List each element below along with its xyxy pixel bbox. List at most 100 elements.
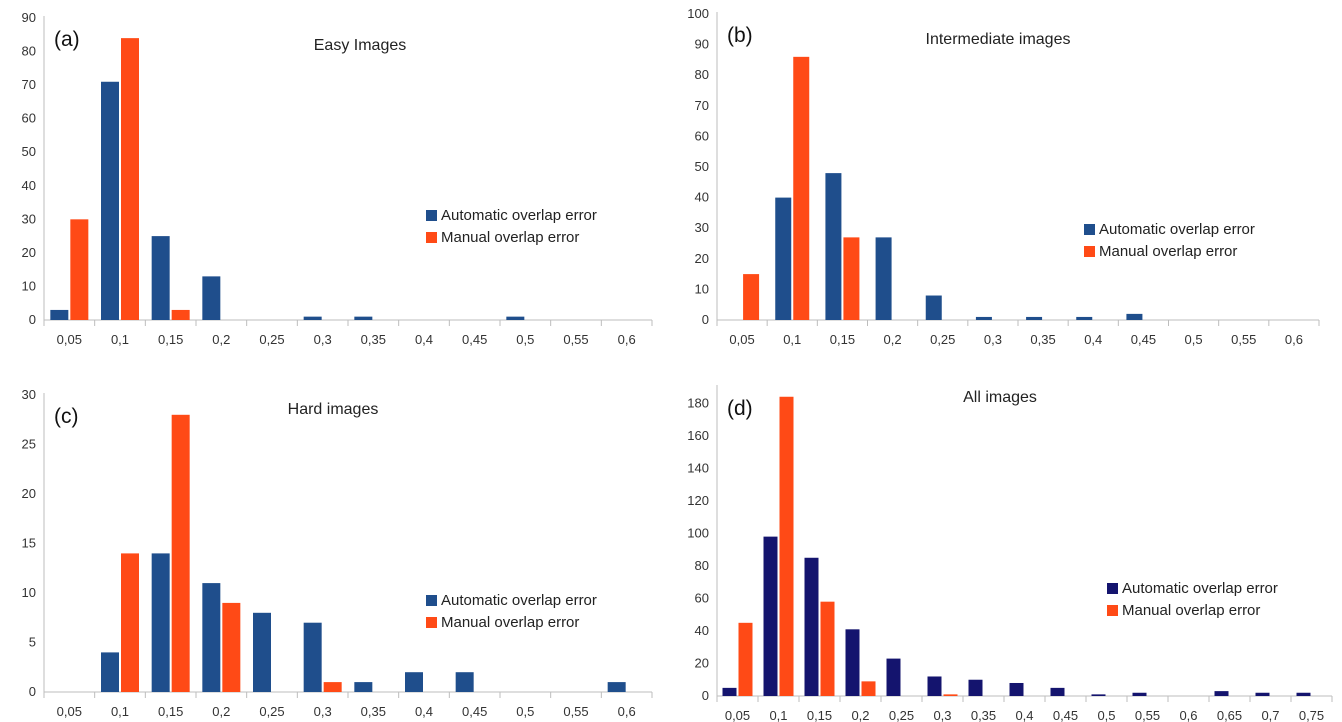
bar-automatic xyxy=(354,682,373,692)
x-tick-label: 0,6 xyxy=(1285,332,1303,347)
bar-automatic xyxy=(875,237,892,320)
bar-manual xyxy=(793,56,810,321)
legend-label: Automatic overlap error xyxy=(441,207,597,224)
x-tick-label: 0,2 xyxy=(851,708,869,722)
x-tick-label: 0,55 xyxy=(563,332,588,347)
y-tick-label: 60 xyxy=(695,590,709,605)
legend-swatch xyxy=(1084,224,1095,235)
bar-automatic xyxy=(202,583,221,692)
y-tick-label: 50 xyxy=(695,159,709,174)
legend-swatch xyxy=(426,232,437,243)
y-tick-label: 160 xyxy=(687,428,709,443)
x-tick-label: 0,5 xyxy=(516,704,534,719)
bar-automatic xyxy=(151,553,170,692)
legend-label: Automatic overlap error xyxy=(441,592,597,609)
bar-automatic xyxy=(607,682,626,692)
x-tick-label: 0,5 xyxy=(516,332,534,347)
y-tick-label: 140 xyxy=(687,460,709,475)
legend-swatch xyxy=(1084,246,1095,257)
legend-label: Automatic overlap error xyxy=(1099,221,1255,238)
bar-automatic xyxy=(1214,691,1229,696)
x-tick-label: 0,05 xyxy=(57,332,82,347)
y-tick-label: 10 xyxy=(695,281,709,296)
bar-automatic xyxy=(975,316,992,320)
panel-label: (d) xyxy=(727,397,753,420)
bar-automatic xyxy=(303,622,322,692)
y-tick-label: 10 xyxy=(22,278,36,293)
bar-manual xyxy=(121,38,139,321)
x-tick-label: 0,15 xyxy=(830,332,855,347)
y-tick-label: 60 xyxy=(22,111,36,126)
x-tick-label: 0,35 xyxy=(971,708,996,722)
y-tick-label: 100 xyxy=(687,6,709,21)
bar-manual xyxy=(779,396,794,696)
x-tick-label: 0,2 xyxy=(884,332,902,347)
y-tick-label: 20 xyxy=(695,251,709,266)
y-tick-label: 20 xyxy=(22,245,36,260)
bar-automatic xyxy=(804,557,819,696)
x-tick-label: 0,45 xyxy=(462,704,487,719)
x-tick-label: 0,15 xyxy=(158,704,183,719)
x-tick-label: 0,1 xyxy=(111,332,129,347)
y-tick-label: 10 xyxy=(22,585,36,600)
x-tick-label: 0,35 xyxy=(1030,332,1055,347)
bar-manual xyxy=(323,682,342,692)
bar-automatic xyxy=(925,295,942,320)
x-tick-label: 0,3 xyxy=(314,704,332,719)
x-tick-label: 0,75 xyxy=(1299,708,1324,722)
bar-manual xyxy=(171,414,190,692)
bar-manual xyxy=(820,601,835,696)
chart-intermediate-images: 0 10 20 30 40 50 60 70 80 90 100 0,05 0,1 0,15 0,2 0,25… xyxy=(687,6,1320,347)
y-tick-label: 0 xyxy=(29,684,36,699)
x-tick-label: 0,05 xyxy=(729,332,754,347)
x-tick-label: 0,45 xyxy=(462,332,487,347)
bar-automatic xyxy=(101,81,119,320)
y-tick-label: 80 xyxy=(695,558,709,573)
legend-swatch xyxy=(426,617,437,628)
panel-label: (c) xyxy=(54,405,79,428)
y-tick-label: 20 xyxy=(22,486,36,501)
legend-label: Manual overlap error xyxy=(441,229,579,246)
legend-swatch xyxy=(1107,583,1118,594)
bar-automatic xyxy=(775,197,792,320)
x-tick-label: 0,05 xyxy=(57,704,82,719)
x-tick-label: 0,25 xyxy=(259,704,284,719)
y-tick-label: 60 xyxy=(695,128,709,143)
y-tick-label: 80 xyxy=(22,44,36,59)
x-tick-label: 0,15 xyxy=(158,332,183,347)
bar-automatic xyxy=(50,309,69,320)
chart-panel-d: 0 20 40 60 80 100 120 140 160 180 0,05 0,1 0,15 0,2 0,… xyxy=(668,382,1342,722)
y-tick-label: 80 xyxy=(695,67,709,82)
y-tick-label: 20 xyxy=(695,655,709,670)
bar-automatic xyxy=(1255,692,1270,696)
chart-panel-b: 0 10 20 30 40 50 60 70 80 90 100 0,05 0,1 0,15 0,2 0,25… xyxy=(668,0,1342,360)
x-tick-label: 0,25 xyxy=(930,332,955,347)
y-tick-label: 5 xyxy=(29,635,36,650)
y-tick-label: 40 xyxy=(695,623,709,638)
x-tick-label: 0,1 xyxy=(111,704,129,719)
x-tick-label: 0,55 xyxy=(563,704,588,719)
y-tick-label: 30 xyxy=(22,387,36,402)
x-tick-label: 0,2 xyxy=(212,704,230,719)
x-tick-label: 0,35 xyxy=(361,704,386,719)
x-tick-label: 0,7 xyxy=(1261,708,1279,722)
chart-title: Intermediate images xyxy=(926,31,1071,48)
bar-automatic xyxy=(506,316,525,320)
x-tick-label: 0,4 xyxy=(1015,708,1033,722)
y-tick-label: 0 xyxy=(29,312,36,327)
panel-label: (b) xyxy=(727,24,753,47)
bar-automatic xyxy=(1076,316,1093,320)
bar-automatic xyxy=(825,173,842,320)
bar-automatic xyxy=(927,676,942,696)
bar-automatic xyxy=(1126,313,1143,320)
bar-automatic xyxy=(151,236,170,320)
bar-automatic xyxy=(101,652,119,692)
chart-easy-images: 0 10 20 30 40 50 60 70 80 90 0,05 0,1 0,15 0,2 0,25 0,3… xyxy=(22,10,653,347)
x-tick-label: 0,55 xyxy=(1135,708,1160,722)
x-tick-label: 0,3 xyxy=(314,332,332,347)
x-tick-label: 0,5 xyxy=(1097,708,1115,722)
x-tick-label: 0,25 xyxy=(259,332,284,347)
bar-automatic xyxy=(763,536,778,696)
bar-automatic xyxy=(722,687,737,696)
bar-automatic xyxy=(1091,694,1106,696)
